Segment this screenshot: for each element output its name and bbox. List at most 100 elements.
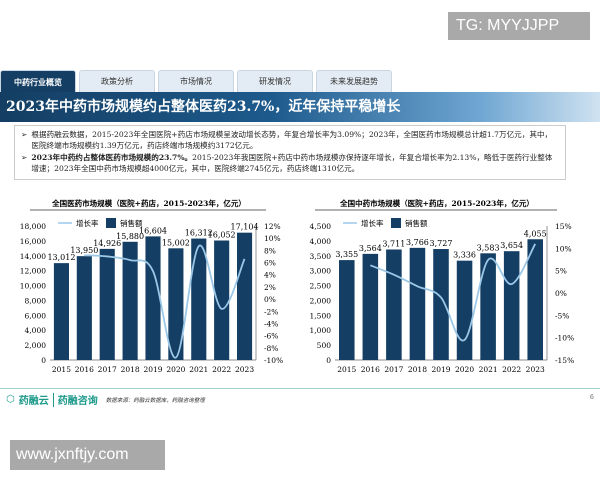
y-tick-label: 2,000 <box>310 296 332 305</box>
x-tick-label: 2022 <box>502 365 521 374</box>
bar-value-label: 14,926 <box>93 239 121 248</box>
charts: 全国医药市场规模（医院+药店，2015-2023年，亿元） 增长率 销售额 0 2,00… <box>20 198 574 374</box>
x-tick-label: 2019 <box>431 365 450 374</box>
x-tick-label: 2023 <box>526 365 545 374</box>
y-tick-label: 500 <box>317 341 332 350</box>
growth-rate-line <box>370 243 537 342</box>
bar <box>433 249 449 360</box>
arrow-icon: ➢ <box>21 153 28 162</box>
bar <box>99 248 115 360</box>
y-tick-label: 1,500 <box>310 311 332 320</box>
y2-tick-label: 10% <box>264 234 281 243</box>
bar-value-label: 3,766 <box>406 238 429 247</box>
x-tick-label: 2022 <box>212 365 231 374</box>
bullet-text: 2015-2023年我国医院+药店中药市场规模亦保持逐年增长，年复合增长率为2.… <box>31 153 553 173</box>
y2-tick-label: 5% <box>555 267 567 276</box>
bar <box>386 249 402 360</box>
y-tick-label: 2,000 <box>25 341 47 350</box>
y2-tick-label: -10% <box>555 334 574 343</box>
bar <box>527 239 543 360</box>
bar <box>409 247 426 360</box>
bar <box>191 238 207 360</box>
y-tick-label: 0 <box>326 356 331 365</box>
bar <box>53 263 69 360</box>
x-tick-label: 2018 <box>408 365 427 374</box>
bar-value-label: 15,880 <box>116 232 144 241</box>
y-tick-label: 4,000 <box>310 237 332 246</box>
data-source: 数据来源：药融云数据库，药融咨询整理 <box>105 397 205 404</box>
legend-label: 销售额 <box>120 218 143 228</box>
y2-tick-label: 4% <box>264 271 276 280</box>
y2-tick-label: -4% <box>264 319 278 328</box>
tab-overview[interactable]: 中药行业概览 <box>0 70 76 92</box>
y2-tick-label: 10% <box>555 244 572 253</box>
x-tick-label: 2020 <box>166 365 185 374</box>
bar <box>503 251 520 360</box>
tab-bar: 中药行业概览 政策分析 市场情况 研发情况 未来发展趋势 <box>0 70 392 92</box>
y2-tick-label: -2% <box>264 307 278 316</box>
bar <box>362 253 379 360</box>
y2-tick-label: 15% <box>555 222 572 231</box>
bar-value-label: 3,711 <box>382 239 405 248</box>
bar-value-label: 13,012 <box>47 253 75 262</box>
legend-label: 销售额 <box>405 218 428 228</box>
bullet-text: 根据药融云数据，2015-2023年全国医院+药店市场规模呈波动增长态势，年复合… <box>31 130 553 150</box>
bar <box>122 241 138 360</box>
x-tick-label: 2018 <box>121 365 140 374</box>
x-tick-label: 2016 <box>75 365 94 374</box>
bullet-1: ➢ 根据药融云数据，2015-2023年全国医院+药店市场规模呈波动增长态势，年复… <box>21 129 559 151</box>
arrow-icon: ➢ <box>21 130 28 139</box>
y2-tick-label: 2% <box>264 283 276 292</box>
tab-policy[interactable]: 政策分析 <box>79 70 155 92</box>
tab-rd[interactable]: 研发情况 <box>237 70 313 92</box>
bar-value-label: 13,950 <box>70 246 98 255</box>
bar-value-label: 3,727 <box>430 239 453 248</box>
summary-box: ➢ 根据药融云数据，2015-2023年全国医院+药店市场规模呈波动增长态势，年复… <box>14 125 566 180</box>
bar <box>214 240 230 360</box>
bar <box>480 253 496 360</box>
x-tick-label: 2015 <box>52 365 71 374</box>
bar <box>237 232 253 360</box>
y2-tick-label: 8% <box>264 246 276 255</box>
y-tick-label: 0 <box>41 356 46 365</box>
legend-bar-swatch <box>106 218 116 228</box>
y-tick-label: 18,000 <box>20 222 46 231</box>
footer-divider <box>0 388 600 389</box>
y2-tick-label: -15% <box>555 356 574 365</box>
y-tick-label: 14,000 <box>20 252 46 261</box>
bar <box>339 260 355 360</box>
bullet-bold: 2023年中药约占整体医药市场规模的23.7%。 <box>31 153 193 162</box>
bullet-2: ➢ 2023年中药约占整体医药市场规模的23.7%。2015-2023年我国医院+… <box>21 152 559 174</box>
y-tick-label: 12,000 <box>20 267 46 276</box>
y2-tick-label: 0% <box>555 289 567 298</box>
x-tick-label: 2021 <box>479 365 498 374</box>
y-tick-label: 6,000 <box>25 311 47 320</box>
bar <box>456 260 473 360</box>
growth-rate-line <box>84 244 246 359</box>
x-tick-label: 2016 <box>361 365 380 374</box>
bar-value-label: 3,583 <box>477 243 500 252</box>
bar-value-label: 16,604 <box>139 226 167 235</box>
footer-logo: ⬡ 药融云 药融咨询 数据来源：药融云数据库，药融咨询整理 <box>6 392 205 407</box>
logo-text-1: 药融云 <box>18 396 49 407</box>
y-tick-label: 3,000 <box>310 267 332 276</box>
x-tick-label: 2017 <box>384 365 403 374</box>
tab-trends[interactable]: 未来发展趋势 <box>316 70 392 92</box>
legend-label: 增长率 <box>361 218 384 228</box>
bar-value-label: 3,336 <box>453 251 476 260</box>
logo-text-2: 药融咨询 <box>57 396 98 407</box>
x-tick-label: 2019 <box>143 365 162 374</box>
x-tick-label: 2017 <box>98 365 117 374</box>
tab-market[interactable]: 市场情况 <box>158 70 234 92</box>
bar <box>76 256 92 360</box>
y-tick-label: 8,000 <box>25 296 47 305</box>
logo-icon: ⬡ <box>6 394 15 405</box>
bar <box>145 236 161 360</box>
y2-tick-label: -8% <box>264 344 278 353</box>
bar-value-label: 16,052 <box>208 231 236 240</box>
x-tick-label: 2020 <box>455 365 474 374</box>
chart-title: 全国中药市场规模（医院+药店，2015-2023年，亿元） <box>339 198 534 208</box>
page-title: 2023年中药市场规模约占整体医药23.7%，近年保持平稳增长 <box>0 92 600 122</box>
watermark-top: TG: MYYJJPP <box>448 12 590 40</box>
bar-value-label: 4,055 <box>524 229 547 238</box>
